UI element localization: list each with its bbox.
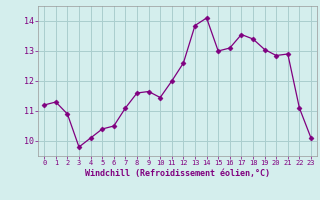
X-axis label: Windchill (Refroidissement éolien,°C): Windchill (Refroidissement éolien,°C) [85,169,270,178]
